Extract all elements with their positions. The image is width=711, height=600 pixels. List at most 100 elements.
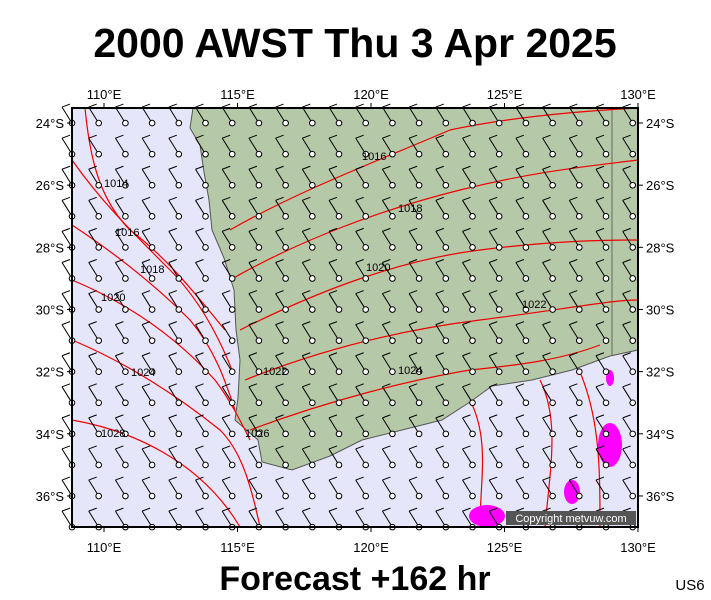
- wind-barb: [595, 507, 605, 512]
- wind-barb: [515, 103, 525, 108]
- station: [122, 244, 129, 251]
- wind-barb: [328, 227, 338, 232]
- wind-barb: [595, 414, 605, 419]
- wind-barb: [355, 103, 364, 108]
- wind-barb: [382, 476, 391, 481]
- station: [282, 213, 289, 220]
- wind-barb: [489, 414, 498, 419]
- station: [629, 306, 637, 313]
- station: [469, 275, 476, 282]
- wind-barb: [435, 227, 444, 232]
- station: [495, 306, 503, 313]
- station: [522, 337, 530, 344]
- wind-barb: [115, 352, 124, 357]
- wind-barb: [141, 227, 151, 232]
- wind-barb: [515, 259, 525, 263]
- wind-barb: [275, 134, 284, 139]
- station: [576, 119, 583, 127]
- ticks: 110°E 110°E 115°E 115°E 120°E 120°E 125°E 125°E…: [36, 87, 675, 555]
- wind-barb: [462, 445, 471, 450]
- isobar-label: 1026: [245, 428, 269, 440]
- wind-barb: [328, 321, 338, 326]
- wind-barb: [515, 165, 525, 170]
- wind-barb: [462, 165, 471, 170]
- station: [549, 337, 556, 344]
- station: [282, 337, 289, 344]
- wind-barb: [355, 321, 364, 326]
- wind-barb: [168, 259, 177, 263]
- wind-barb: [328, 196, 338, 201]
- wind-barb: [248, 476, 258, 481]
- wind-barb: [408, 103, 418, 108]
- wind-barb: [275, 165, 284, 170]
- lat-label: 24°S: [36, 116, 65, 131]
- station: [282, 150, 289, 158]
- station: [576, 368, 583, 376]
- wind-barb: [462, 352, 471, 357]
- lat-label: 30°S: [36, 302, 65, 317]
- wind-barb: [355, 476, 364, 481]
- station: [202, 213, 209, 220]
- wind-barb: [115, 290, 124, 295]
- station: [228, 306, 236, 313]
- wind-barb: [275, 476, 284, 481]
- station: [629, 213, 637, 220]
- station: [522, 492, 530, 500]
- station: [148, 399, 156, 407]
- station: [95, 399, 102, 407]
- wind-barb: [382, 227, 391, 232]
- wind-barb: [302, 476, 311, 481]
- station: [415, 337, 423, 344]
- wind-barb: [248, 414, 258, 419]
- wind-stations: [61, 103, 637, 531]
- wind-barb: [355, 165, 364, 170]
- wind-barb: [355, 259, 364, 263]
- wind-barb: [622, 321, 631, 326]
- wind-barb: [61, 321, 71, 326]
- wind-barb: [595, 259, 605, 263]
- station: [309, 181, 316, 189]
- wind-barb: [195, 259, 204, 263]
- wind-barb: [489, 196, 498, 201]
- wind-barb: [302, 196, 311, 201]
- station: [549, 368, 556, 376]
- station: [602, 368, 610, 376]
- station: [362, 461, 370, 469]
- wind-barb: [222, 290, 231, 295]
- station: [389, 430, 396, 438]
- station: [309, 337, 316, 344]
- station: [362, 150, 370, 158]
- wind-barb: [115, 196, 124, 201]
- wind-barb: [569, 414, 578, 419]
- station: [175, 461, 183, 469]
- wind-barb: [302, 134, 311, 139]
- station: [255, 492, 263, 500]
- station: [602, 461, 610, 469]
- lon-label: 120°E: [353, 87, 389, 102]
- station: [602, 150, 610, 158]
- station: [415, 492, 423, 500]
- station: [389, 337, 396, 344]
- wind-barb: [622, 103, 631, 108]
- wind-barb: [462, 507, 471, 512]
- station: [549, 119, 556, 127]
- wind-barb: [248, 507, 258, 512]
- station: [335, 150, 343, 158]
- wind-barb: [382, 383, 391, 388]
- wind-barb: [382, 196, 391, 201]
- wind-barb: [328, 165, 338, 170]
- wind-barb: [622, 196, 631, 201]
- station: [202, 275, 209, 282]
- station: [389, 306, 396, 313]
- station: [122, 213, 129, 220]
- wind-barb: [382, 414, 391, 419]
- wind-barb: [88, 507, 97, 512]
- station: [148, 430, 156, 438]
- station: [255, 275, 263, 282]
- wind-barb: [569, 507, 578, 512]
- station: [442, 181, 450, 189]
- wind-barb: [61, 165, 71, 170]
- isobar-labels: 1014 1016 1018 1020 1024 1028 1016 1018 …: [101, 151, 546, 440]
- station: [255, 150, 263, 158]
- wind-barb: [622, 445, 631, 450]
